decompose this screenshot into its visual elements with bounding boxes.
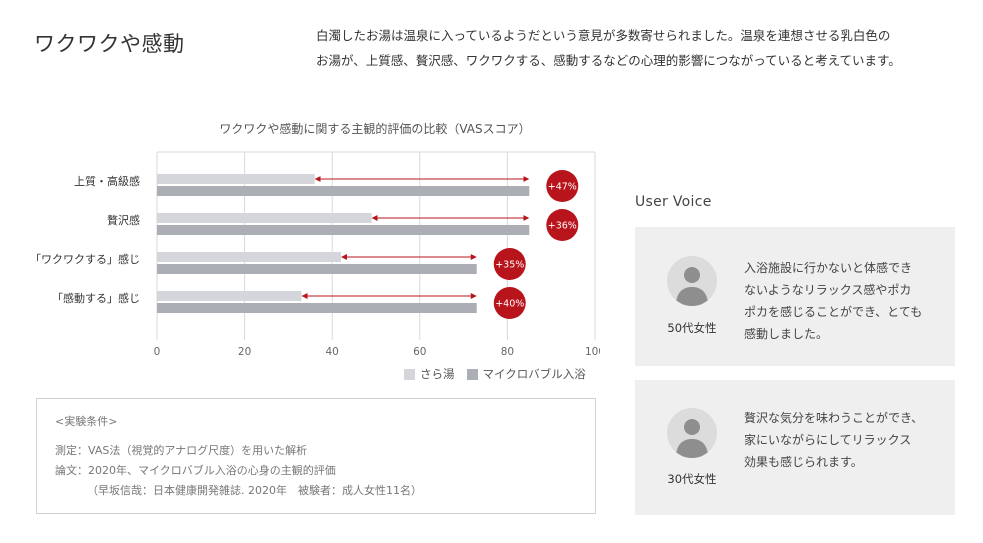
legend-label-microbubble: マイクロバブル入浴 (482, 367, 586, 381)
increase-badge-label: +47% (548, 182, 577, 193)
section-heading: ワクワクや感動 (34, 32, 185, 56)
x-tick-label: 20 (238, 346, 251, 358)
bar-microbubble (157, 186, 530, 196)
chart-title: ワクワクや感動に関する主観的評価の比較（VASスコア） (219, 122, 531, 136)
quote-line: 効果も感じられます。 (744, 455, 863, 469)
bar-microbubble (157, 264, 477, 274)
increase-badge-label: +40% (495, 299, 524, 310)
category-label: 上質・高級感 (74, 174, 140, 188)
quote-line: ポカを感じることができ、とても (744, 305, 923, 319)
x-tick-label: 40 (326, 346, 339, 358)
x-tick-label: 0 (154, 346, 161, 358)
bar-plain (157, 174, 315, 184)
intro-line: 白濁したお湯は温泉に入っているようだという意見が多数寄せられました。温泉を連想さ… (316, 28, 891, 43)
avatar-user-icon (667, 408, 717, 458)
user-age-label: 50代女性 (667, 321, 717, 335)
avatar-user-icon (667, 256, 717, 306)
increase-badge (546, 170, 579, 202)
x-tick-label: 80 (501, 346, 514, 358)
bar-microbubble (157, 225, 530, 235)
legend-swatch-plain (404, 368, 415, 380)
quote-line: 感動しました。 (744, 327, 829, 341)
increase-badge (493, 248, 526, 280)
legend-label-plain: さら湯 (420, 367, 455, 381)
increase-badge-label: +35% (495, 260, 524, 271)
chart-legend: さら湯 マイクロバブル入浴 (404, 366, 586, 382)
quote-line: 贅沢な気分を味わうことができ、 (744, 411, 924, 425)
category-label: 「ワクワクする」感じ (30, 253, 140, 266)
bar-plain (157, 213, 372, 223)
conditions-line-paper: 論文：2020年、マイクロバブル入浴の心身の主観的評価 (55, 464, 336, 477)
quote-line: 家にいながらにしてリラックス (744, 433, 912, 447)
legend-item-microbubble: マイクロバブル入浴 (466, 366, 586, 382)
conditions-line-source: （早坂信哉：日本健康開発雑誌. 2020年 被験者：成人女性11名） (87, 484, 422, 497)
increase-badge-label: +36% (548, 221, 577, 232)
user-voice-card: 30代女性 贅沢な気分を味わうことができ、 家にいながらにしてリラックス 効果も… (635, 380, 955, 515)
bar-plain (157, 291, 302, 301)
conditions-line-method: 測定：VAS法（視覚的アナログ尺度）を用いた解析 (55, 444, 308, 457)
legend-item-plain: さら湯 (404, 366, 455, 382)
user-quote: 贅沢な気分を味わうことができ、 家にいながらにしてリラックス 効果も感じられます… (744, 407, 940, 473)
user-voice-title: User Voice (635, 194, 712, 210)
quote-line: ないようなリラックス感やポカ (744, 283, 912, 297)
bar-microbubble (157, 303, 477, 313)
vas-bar-chart: 0 20 40 60 80 100 上質・高級感 +47% 贅沢感 +36% 「ワクワクする」感じ +… (30, 151, 600, 358)
increase-badge (493, 287, 526, 319)
category-label: 贅沢感 (107, 213, 140, 227)
increase-badge (546, 209, 579, 241)
experiment-conditions: <実験条件> 測定：VAS法（視覚的アナログ尺度）を用いた解析 論文：2020年… (36, 398, 596, 514)
bar-plain (157, 252, 341, 262)
x-tick-label: 100 (585, 346, 600, 358)
legend-swatch-microbubble (466, 368, 478, 380)
x-tick-label: 60 (413, 346, 426, 358)
intro-line: お湯が、上質感、贅沢感、ワクワクする、感動するなどの心理的影響につながっていると… (316, 53, 901, 68)
user-voice-card: 50代女性 入浴施設に行かないと体感でき ないようなリラックス感やポカ ポカを感… (635, 227, 955, 366)
user-age-label: 30代女性 (667, 472, 717, 486)
category-label: 「感動する」感じ (52, 291, 140, 305)
conditions-title: <実験条件> (55, 415, 118, 428)
intro-text: 白濁したお湯は温泉に入っているようだという意見が多数寄せられました。温泉を連想さ… (316, 23, 966, 73)
quote-line: 入浴施設に行かないと体感でき (744, 261, 913, 275)
user-quote: 入浴施設に行かないと体感でき ないようなリラックス感やポカ ポカを感じることがで… (744, 257, 940, 345)
